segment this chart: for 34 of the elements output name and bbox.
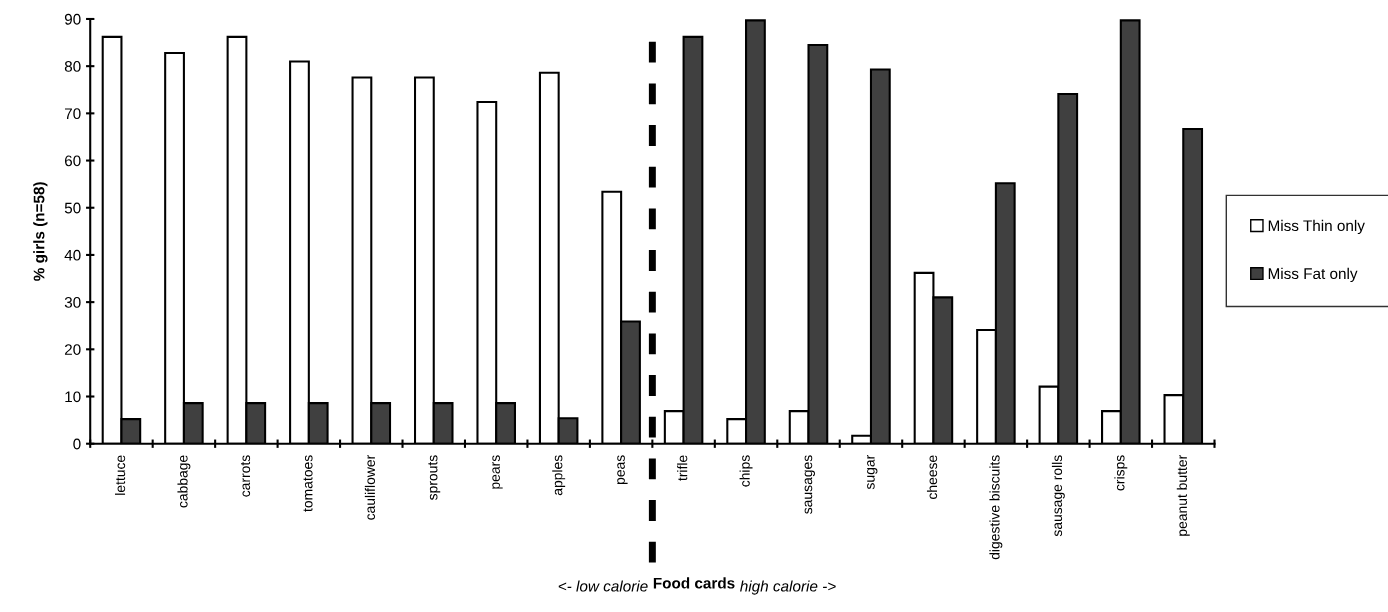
legend-label: Miss Thin only — [1268, 219, 1365, 235]
y-tick-label: 0 — [73, 438, 81, 450]
x-tick-label: sausages — [804, 455, 815, 514]
y-tick-label: 80 — [64, 61, 81, 72]
x-tick-label: sausage rolls — [1051, 455, 1065, 537]
y-tick-label: 60 — [64, 155, 81, 167]
text: <- low calorie — [558, 580, 648, 592]
x-tick-label: pears — [492, 455, 503, 489]
x-tick-label: cauliflower — [364, 455, 376, 520]
y-tick-label: 10 — [65, 391, 81, 403]
y-tick-label: 30 — [64, 296, 81, 308]
x-tick-label: digestive biscuits — [989, 455, 1003, 560]
y-axis-title: % girls (n=58) — [33, 182, 48, 281]
y-tick-label: 90 — [64, 13, 81, 25]
x-tick-label: sugar — [867, 455, 878, 490]
x-tick-label: apples — [552, 455, 566, 496]
y-tick-label: 40 — [64, 249, 81, 261]
x-tick-label: chips — [739, 455, 753, 487]
x-tick-label: crisps — [1114, 455, 1128, 491]
legend-label: Miss Fat only — [1268, 267, 1358, 283]
x-tick-label: cheese — [926, 455, 938, 499]
x-tick-label: tomatoes — [303, 455, 313, 512]
y-tick-label: 20 — [64, 344, 81, 355]
x-tick-label: cabbage — [177, 455, 191, 508]
x-tick-label: peanut butter — [1176, 455, 1190, 536]
x-tick-label: peas — [617, 455, 628, 485]
text: high calorie -> — [740, 580, 836, 595]
x-tick-label: trifle — [677, 455, 688, 481]
x-tick-label: sprouts — [428, 455, 441, 500]
y-tick-label: 50 — [64, 202, 81, 214]
x-axis-title: Food cards — [653, 577, 735, 589]
x-tick-label: lettuce — [114, 455, 126, 495]
x-tick-label: carrots — [240, 455, 251, 497]
y-tick-label: 70 — [64, 108, 81, 120]
